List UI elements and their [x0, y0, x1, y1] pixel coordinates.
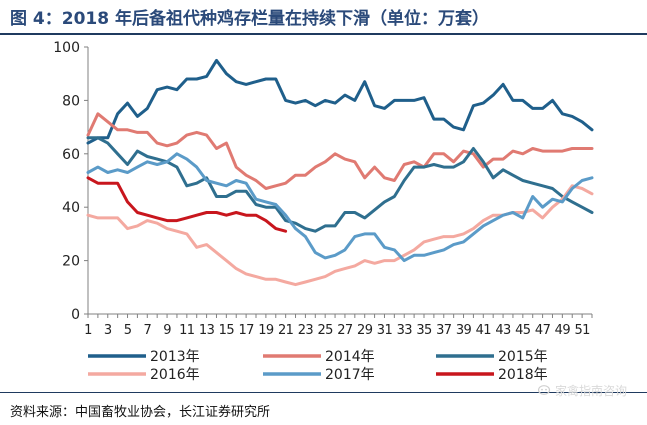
series-line	[86, 58, 594, 145]
series-line	[86, 184, 594, 287]
x-tick-label: 43	[495, 323, 511, 338]
watermark: 家禽指南咨询	[537, 382, 627, 399]
x-tick-label: 3	[104, 323, 112, 338]
x-tick-label: 31	[377, 323, 393, 338]
series-line	[86, 136, 594, 233]
x-tick-label: 15	[219, 323, 235, 338]
legend-label: 2017年	[325, 367, 375, 383]
legend-label: 2013年	[150, 349, 200, 365]
footer-divider	[0, 392, 647, 393]
x-tick-label: 33	[397, 323, 413, 338]
y-tick-label: 60	[62, 147, 80, 163]
source-note: 资料来源：中国畜牧业协会，长江证券研究所	[10, 405, 271, 420]
legend-label: 2016年	[150, 367, 200, 383]
x-tick-label: 17	[238, 323, 254, 338]
x-tick-label: 27	[337, 323, 353, 338]
series-line	[86, 152, 594, 263]
x-tick-label: 9	[163, 323, 171, 338]
x-tick-label: 13	[199, 323, 215, 338]
y-tick-label: 40	[62, 200, 80, 216]
series-line	[86, 176, 288, 233]
chat-bubble-icon	[537, 384, 551, 395]
chart-title-bar: 图 4：2018 年后备祖代种鸡存栏量在持续下滑（单位：万套）	[0, 0, 647, 35]
x-tick-label: 37	[436, 323, 452, 338]
y-tick-label: 100	[53, 40, 80, 56]
legend-label: 2018年	[498, 367, 548, 383]
y-tick-label: 20	[62, 254, 80, 270]
y-tick-label: 0	[71, 307, 80, 323]
chart-title: 图 4：2018 年后备祖代种鸡存栏量在持续下滑（单位：万套）	[10, 9, 489, 29]
x-tick-label: 47	[535, 323, 551, 338]
x-tick-label: 49	[555, 323, 571, 338]
title-divider	[0, 33, 647, 35]
legend-label: 2015年	[498, 349, 548, 365]
series-line	[86, 112, 594, 190]
x-tick-label: 7	[143, 323, 151, 338]
x-tick-label: 35	[416, 323, 432, 338]
watermark-text: 家禽指南咨询	[554, 384, 627, 398]
x-tick-label: 41	[476, 323, 492, 338]
x-tick-label: 51	[574, 323, 590, 338]
x-tick-label: 39	[456, 323, 472, 338]
legend-label: 2014年	[325, 349, 375, 365]
x-tick-label: 45	[515, 323, 531, 338]
y-tick-label: 80	[62, 93, 80, 109]
x-tick-label: 21	[278, 323, 294, 338]
x-tick-label: 1	[84, 323, 92, 338]
x-tick-label: 19	[258, 323, 274, 338]
x-tick-label: 5	[124, 323, 132, 338]
x-tick-label: 11	[179, 323, 195, 338]
x-tick-label: 25	[318, 323, 334, 338]
x-tick-label: 23	[298, 323, 314, 338]
x-tick-label: 29	[357, 323, 373, 338]
